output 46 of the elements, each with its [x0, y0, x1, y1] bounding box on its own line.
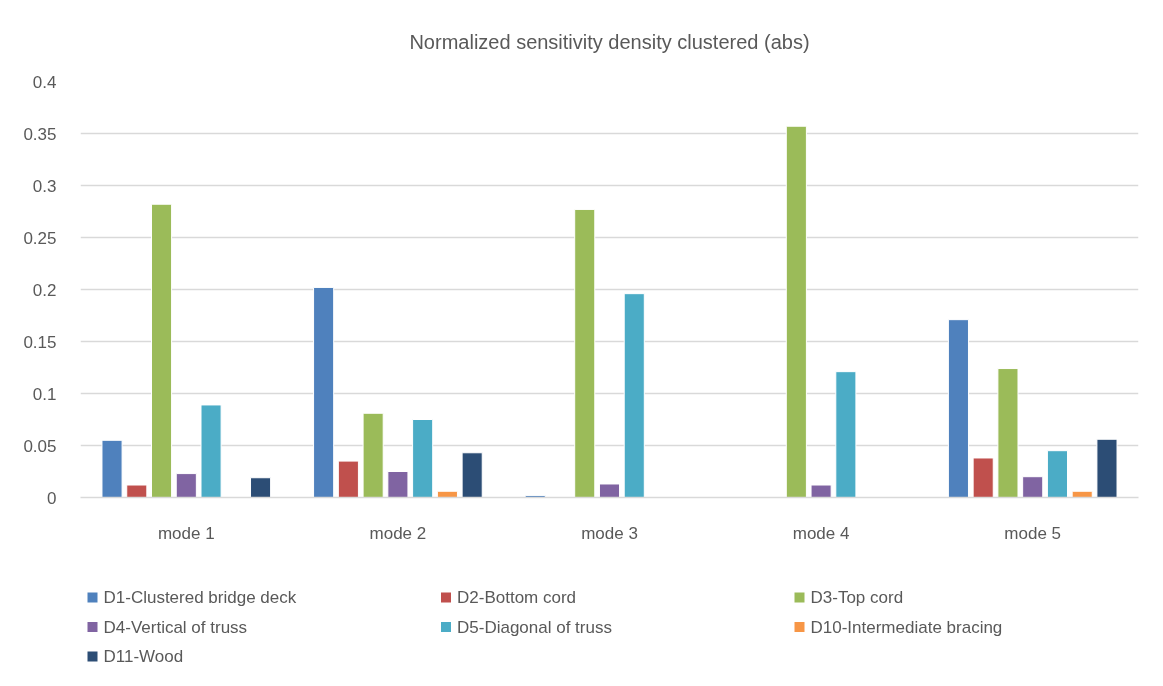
bar [362, 412, 384, 498]
y-tick-label: 0.35 [23, 124, 57, 144]
chart-title: Normalized sensitivity density clustered (abs) [409, 31, 810, 53]
bar [387, 471, 409, 498]
legend-label: D11-Wood [103, 647, 184, 666]
x-tick-label: mode 5 [1004, 523, 1062, 543]
legend-label: D1-Clustered bridge deck [103, 588, 297, 607]
bar [1022, 476, 1044, 498]
x-tick-label: mode 4 [792, 523, 850, 543]
bar [810, 484, 832, 498]
legend-label: D5-Diagonal of truss [457, 617, 612, 637]
bar [175, 473, 197, 498]
y-tick-label: 0.4 [32, 72, 57, 92]
bar [947, 319, 969, 498]
bar [997, 368, 1019, 498]
bar [150, 203, 173, 498]
y-tick-label: 0.05 [23, 436, 57, 456]
legend-label: D2-Bottom cord [457, 588, 577, 607]
bar [101, 439, 123, 498]
bar [412, 419, 434, 498]
bar [200, 404, 222, 498]
bar [1096, 438, 1118, 498]
bar [972, 457, 994, 498]
legend-label: D4-Vertical of truss [103, 617, 248, 637]
bar [313, 286, 335, 498]
y-tick-label: 0.2 [32, 280, 57, 300]
bar [598, 483, 621, 498]
y-tick-label: 0.3 [32, 176, 57, 196]
x-tick-label: mode 3 [581, 523, 638, 543]
bar [337, 460, 359, 498]
x-tick-label: mode 2 [369, 523, 427, 543]
y-tick-label: 0.1 [32, 384, 57, 404]
bar [126, 484, 148, 498]
bar [785, 125, 807, 498]
bar [623, 293, 645, 498]
bar [250, 477, 272, 498]
x-tick-label: mode 1 [157, 523, 215, 543]
y-tick-label: 0 [47, 488, 57, 508]
bar [1046, 450, 1069, 498]
legend-label: D10-Intermediate bracing [810, 617, 1003, 637]
y-tick-label: 0.25 [23, 228, 57, 248]
legend-label: D3-Top cord [810, 588, 904, 607]
bar [835, 371, 857, 498]
bar [574, 208, 596, 498]
y-tick-label: 0.15 [23, 332, 57, 352]
bar [461, 452, 483, 498]
